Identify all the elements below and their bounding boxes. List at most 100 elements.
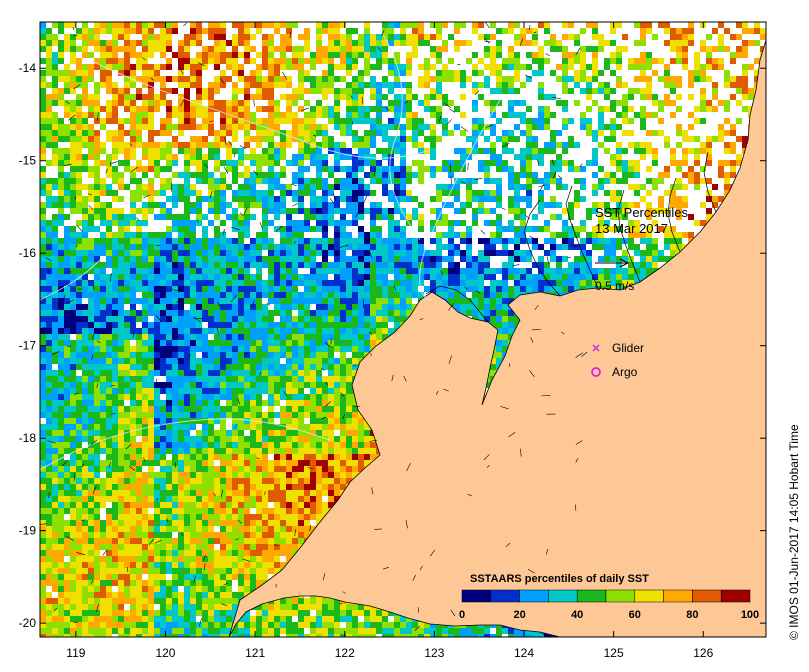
sst-cell xyxy=(478,250,484,256)
sst-cell xyxy=(406,28,412,34)
sst-cell xyxy=(298,94,304,100)
sst-cell xyxy=(136,76,142,82)
sst-cell xyxy=(292,250,298,256)
sst-cell xyxy=(322,142,328,148)
sst-cell xyxy=(196,148,202,154)
sst-cell xyxy=(232,46,238,52)
sst-cell xyxy=(628,238,634,244)
sst-cell xyxy=(598,28,604,34)
sst-cell xyxy=(460,226,466,232)
sst-cell xyxy=(358,118,364,124)
sst-cell xyxy=(172,148,178,154)
sst-cell xyxy=(634,40,640,46)
sst-cell xyxy=(634,178,640,184)
sst-cell xyxy=(574,28,580,34)
sst-cell xyxy=(52,28,58,34)
sst-cell xyxy=(454,214,460,220)
sst-cell xyxy=(376,160,382,166)
sst-cell xyxy=(532,70,538,76)
sst-cell xyxy=(424,124,430,130)
sst-cell xyxy=(658,22,664,28)
sst-cell xyxy=(586,46,592,52)
sst-cell xyxy=(556,244,562,250)
sst-cell xyxy=(646,154,652,160)
sst-cell xyxy=(70,58,76,64)
sst-cell xyxy=(532,220,538,226)
sst-cell xyxy=(652,238,658,244)
sst-cell xyxy=(664,178,670,184)
sst-cell xyxy=(544,28,550,34)
sst-cell xyxy=(658,124,664,130)
sst-cell xyxy=(328,154,334,160)
sst-cell xyxy=(670,178,676,184)
sst-cell xyxy=(688,148,694,154)
sst-cell xyxy=(376,220,382,226)
sst-cell xyxy=(304,76,310,82)
sst-cell xyxy=(142,256,148,262)
sst-cell xyxy=(244,256,250,262)
sst-cell xyxy=(382,130,388,136)
sst-cell xyxy=(250,256,256,262)
sst-cell xyxy=(382,154,388,160)
sst-cell xyxy=(586,196,592,202)
sst-cell xyxy=(214,100,220,106)
sst-cell xyxy=(406,124,412,130)
sst-cell xyxy=(478,28,484,34)
sst-cell xyxy=(508,52,514,58)
sst-cell xyxy=(754,34,760,40)
sst-cell xyxy=(448,130,454,136)
sst-cell xyxy=(478,82,484,88)
sst-cell xyxy=(292,160,298,166)
sst-cell xyxy=(130,196,136,202)
sst-cell xyxy=(334,262,340,268)
sst-cell xyxy=(400,202,406,208)
sst-cell xyxy=(574,184,580,190)
sst-cell xyxy=(634,58,640,64)
sst-cell xyxy=(568,250,574,256)
sst-cell xyxy=(58,256,64,262)
sst-cell xyxy=(538,58,544,64)
sst-cell xyxy=(196,106,202,112)
sst-cell xyxy=(478,172,484,178)
sst-cell xyxy=(502,88,508,94)
sst-cell xyxy=(388,40,394,46)
sst-cell xyxy=(160,112,166,118)
sst-cell xyxy=(274,238,280,244)
sst-cell xyxy=(112,184,118,190)
sst-cell xyxy=(730,64,736,70)
sst-cell xyxy=(496,214,502,220)
sst-cell xyxy=(544,130,550,136)
sst-cell xyxy=(82,226,88,232)
sst-cell xyxy=(286,76,292,82)
sst-cell xyxy=(694,226,700,232)
sst-cell xyxy=(388,58,394,64)
sst-cell xyxy=(232,130,238,136)
sst-cell xyxy=(184,112,190,118)
sst-cell xyxy=(418,202,424,208)
sst-cell xyxy=(190,22,196,28)
sst-cell xyxy=(316,100,322,106)
sst-cell xyxy=(628,220,634,226)
sst-cell xyxy=(604,70,610,76)
sst-cell xyxy=(142,28,148,34)
sst-cell xyxy=(466,238,472,244)
sst-cell xyxy=(724,106,730,112)
sst-cell xyxy=(214,58,220,64)
sst-cell xyxy=(154,172,160,178)
sst-cell xyxy=(112,250,118,256)
sst-cell xyxy=(274,106,280,112)
sst-cell xyxy=(418,256,424,262)
sst-cell xyxy=(694,76,700,82)
sst-cell xyxy=(118,58,124,64)
sst-cell xyxy=(376,82,382,88)
sst-cell xyxy=(490,238,496,244)
sst-cell xyxy=(316,196,322,202)
sst-cell xyxy=(694,190,700,196)
sst-cell xyxy=(370,178,376,184)
sst-cell xyxy=(274,172,280,178)
sst-cell xyxy=(712,22,718,28)
sst-cell xyxy=(538,22,544,28)
sst-cell xyxy=(412,22,418,28)
sst-cell xyxy=(358,172,364,178)
sst-cell xyxy=(676,70,682,76)
